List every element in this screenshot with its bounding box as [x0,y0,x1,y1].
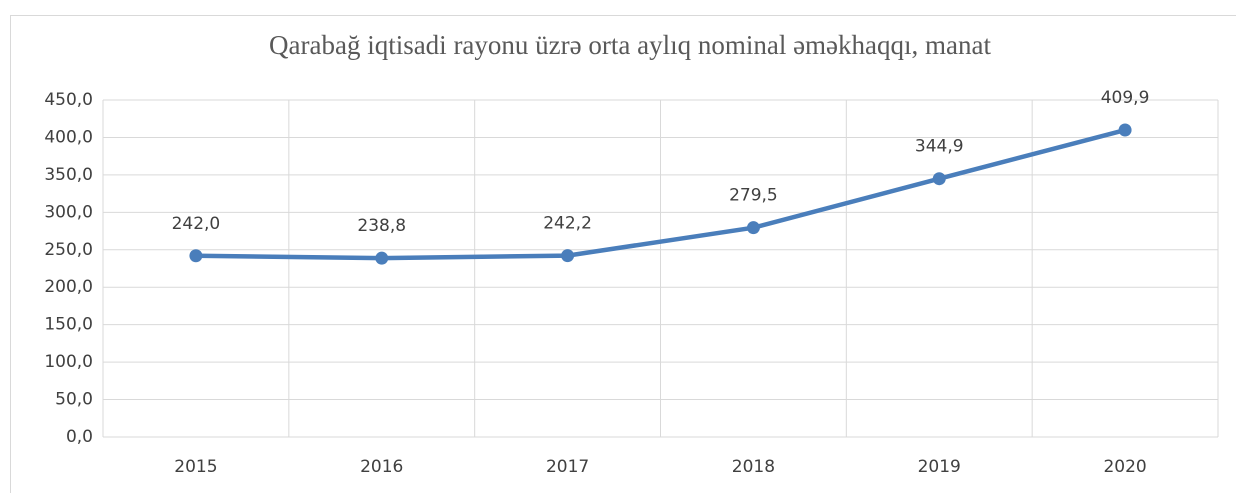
x-tick-label: 2018 [732,457,775,477]
chart-title: Qarabağ iqtisadi rayonu üzrə orta aylıq … [269,30,991,60]
point [1118,123,1132,137]
y-tick-label: 0,0 [66,427,93,447]
y-tick-label: 200,0 [44,277,93,297]
y-tick-label: 350,0 [44,165,93,185]
point [932,172,946,186]
data-label: 279,5 [729,186,778,206]
y-tick-label: 250,0 [44,240,93,260]
y-tick-label: 450,0 [44,90,93,110]
data-label: 242,0 [172,214,221,234]
x-tick-label: 2019 [918,457,961,477]
point [746,221,760,235]
y-tick-label: 100,0 [44,352,93,372]
x-tick-label: 2017 [546,457,589,477]
x-tick-label: 2020 [1103,457,1146,477]
y-tick-label: 150,0 [44,315,93,335]
point [189,249,203,263]
y-tick-label: 300,0 [44,202,93,222]
x-tick-label: 2015 [174,457,217,477]
point [561,249,575,263]
y-tick-label: 400,0 [44,127,93,147]
data-label: 409,9 [1101,88,1150,108]
data-label: 238,8 [357,216,406,236]
x-tick-label: 2016 [360,457,403,477]
line [195,127,1126,261]
data-label: 344,9 [915,137,964,157]
y-tick-label: 50,0 [55,390,93,410]
data-label: 242,2 [543,214,592,234]
point [375,251,389,265]
